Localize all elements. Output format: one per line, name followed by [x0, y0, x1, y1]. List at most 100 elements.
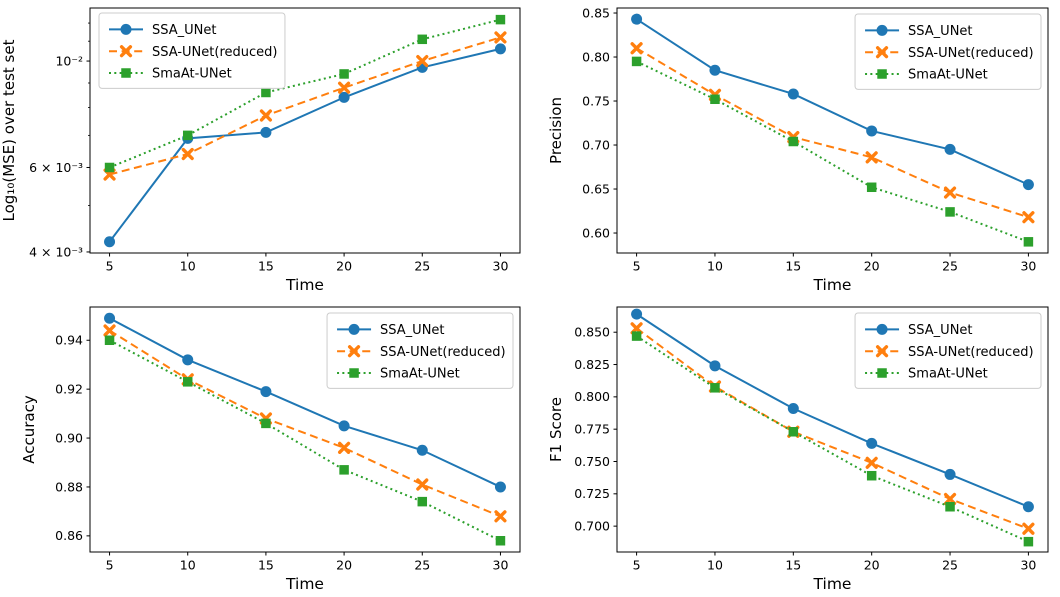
data-point-SmaAt-UNet — [866, 182, 877, 193]
data-point-SmaAt-UNet — [866, 470, 877, 480]
data-point-SSA_UNet — [1022, 500, 1034, 512]
data-point-SSA-UNet(reduced) — [865, 151, 878, 164]
y-tick-label: 10⁻² — [55, 53, 83, 68]
data-point-SSA_UNet — [709, 64, 721, 76]
x-axis-label: Time — [813, 575, 852, 593]
data-point-SmaAt-UNet — [631, 330, 642, 341]
series-markers-SSA_UNet — [104, 312, 506, 492]
data-point-SSA-UNet(reduced) — [337, 441, 351, 454]
plot-border — [616, 7, 1049, 254]
data-point-SSA-UNet(reduced) — [337, 81, 351, 94]
x-tick-label: 15 — [258, 259, 274, 274]
data-point-SSA-UNet(reduced) — [494, 509, 507, 522]
x-tick-label: 15 — [785, 259, 801, 274]
series-line-SSA-UNet(reduced) — [635, 327, 1029, 530]
legend-marker-circle — [876, 323, 888, 335]
x-tick-label: 10 — [180, 557, 196, 572]
x-axis-label: Time — [285, 575, 324, 593]
series-line-SmaAt-UNet — [109, 338, 501, 542]
data-point-SmaAt-UNet — [1023, 536, 1034, 546]
y-tick-label: 6 × 10⁻³ — [29, 160, 83, 175]
x-tick-label: 5 — [633, 259, 641, 274]
data-point-SSA_UNet — [866, 125, 878, 137]
x-tick-label: 30 — [493, 557, 509, 572]
y-tick-label: 0.775 — [574, 421, 610, 436]
x-axis: 5 10 15 20 25 30 — [633, 551, 1036, 572]
x-tick-label: 25 — [414, 557, 430, 572]
legend-label: SmaAt-UNet — [152, 67, 232, 82]
legend-marker-x — [875, 344, 889, 357]
x-tick-label: 30 — [1020, 259, 1036, 274]
legend-box — [854, 312, 1042, 389]
series-markers-SmaAt-UNet — [631, 56, 1034, 247]
legend-item-SSA_UNet: SSA_UNet — [109, 23, 216, 38]
y-axis-label: Log₁₀(MSE) over test set — [0, 39, 18, 221]
y-tick-label: 0.92 — [55, 381, 83, 396]
y-tick-label: 0.85 — [582, 5, 610, 20]
y-axis-label: Precision — [547, 97, 565, 164]
legend-label: SSA-UNet(reduced) — [152, 45, 277, 60]
y-axis-label: Accuracy — [20, 395, 38, 464]
y-axis: 0.85 0.80 0.75 0.70 0.65 0.60 — [582, 5, 617, 240]
y-tick-label: 0.80 — [582, 49, 610, 64]
data-point-SmaAt-UNet — [495, 14, 506, 25]
data-point-SmaAt-UNet — [1023, 237, 1034, 247]
data-point-SSA-UNet(reduced) — [259, 109, 273, 122]
x-tick-label: 5 — [633, 557, 641, 572]
data-point-SmaAt-UNet — [261, 418, 271, 428]
series-line-SmaAt-UNet — [636, 334, 1029, 543]
x-tick-label: 20 — [864, 557, 880, 572]
data-point-SSA_UNet — [631, 308, 643, 320]
x-tick-label: 10 — [180, 259, 196, 274]
legend-item-SmaAt-UNet: SmaAt-UNet — [337, 366, 460, 381]
y-tick-label: 0.75 — [582, 93, 610, 108]
legend-marker-x — [875, 46, 889, 59]
y-tick-label: 0.88 — [55, 479, 83, 494]
legend-label: SmaAt-UNet — [380, 366, 460, 381]
y-axis: 0.94 0.92 0.90 0.88 0.86 — [55, 332, 90, 543]
legend-label: SmaAt-UNet — [908, 68, 988, 83]
legend: SSA_UNet SSA-UNet(reduced) SmaAt-UNet — [854, 312, 1042, 389]
chart-panel-accuracy: 5 10 15 20 25 30 0.94 0.92 0.90 0.88 0.86 Time Accur… — [0, 299, 530, 597]
legend-marker-x — [119, 45, 133, 58]
y-tick-label: 0.60 — [582, 225, 610, 240]
legend-box — [98, 12, 286, 89]
data-point-SSA-UNet(reduced) — [1022, 211, 1035, 224]
data-point-SmaAt-UNet — [945, 501, 955, 511]
data-point-SSA-UNet(reduced) — [1022, 522, 1035, 535]
legend-marker-square — [877, 69, 887, 79]
series-markers-SSA_UNet — [631, 308, 1034, 512]
data-point-SSA_UNet — [944, 143, 956, 155]
legend-marker-x — [347, 344, 361, 357]
data-point-SmaAt-UNet — [182, 130, 193, 141]
x-tick-label: 20 — [864, 259, 880, 274]
data-point-SmaAt-UNet — [261, 87, 271, 98]
legend-box — [326, 312, 514, 389]
chart-accuracy: 5 10 15 20 25 30 0.94 0.92 0.90 0.88 0.86 Time Accur… — [20, 306, 521, 593]
x-tick-label: 10 — [707, 259, 723, 274]
y-tick-label: 0.90 — [55, 430, 83, 445]
x-tick-label: 5 — [106, 557, 114, 572]
legend-item-SSA_UNet: SSA_UNet — [865, 24, 973, 39]
data-point-SmaAt-UNet — [104, 335, 115, 345]
x-axis: 5 10 15 20 25 30 — [106, 253, 508, 274]
series-markers-SSA_UNet — [631, 13, 1034, 191]
x-axis-label: Time — [285, 276, 324, 294]
series-markers-SmaAt-UNet — [631, 330, 1034, 546]
legend-item-SmaAt-UNet: SmaAt-UNet — [865, 366, 988, 381]
legend-box — [854, 13, 1042, 90]
data-point-SmaAt-UNet — [631, 56, 642, 67]
y-tick-label: 0.825 — [574, 356, 610, 371]
data-point-SSA_UNet — [494, 43, 506, 55]
data-point-SmaAt-UNet — [788, 136, 799, 147]
legend-label: SSA_UNet — [908, 323, 972, 338]
legend-item-SmaAt-UNet: SmaAt-UNet — [109, 67, 232, 82]
series-line-SSA_UNet — [636, 18, 1029, 186]
data-point-SSA_UNet — [260, 126, 272, 138]
data-point-SSA_UNet — [338, 91, 350, 103]
series-line-SSA_UNet — [636, 312, 1029, 508]
legend-marker-square — [349, 367, 359, 378]
chart-mse: 5 10 15 20 25 30 10⁻² 6 × 10⁻³ 4 × 10⁻³ Time Log₁₀… — [0, 7, 521, 294]
data-point-SmaAt-UNet — [182, 376, 193, 387]
x-tick-label: 10 — [707, 557, 723, 572]
